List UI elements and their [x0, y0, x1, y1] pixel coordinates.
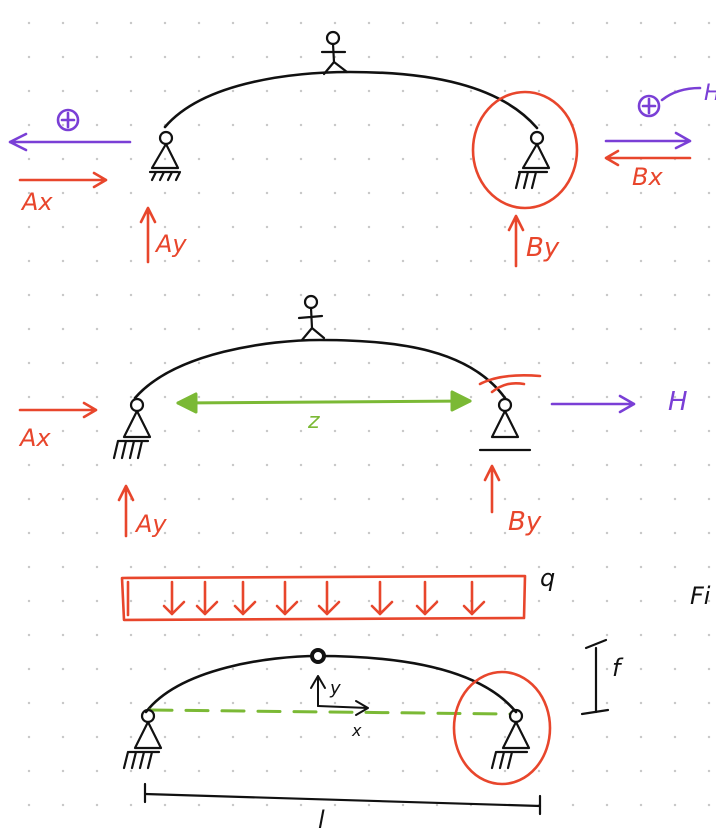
chord-line-3	[148, 708, 512, 716]
reaction-arrow-ay-1	[139, 206, 157, 264]
axis-label-y: y	[329, 678, 341, 699]
crown-hinge-icon	[310, 648, 326, 664]
load-arrow-left-1	[8, 108, 132, 152]
roller-support-right-2-icon	[478, 397, 532, 452]
side-text-fi: Fi	[690, 582, 711, 610]
load-arrow-right-1	[604, 86, 702, 150]
distributed-load-q	[120, 574, 527, 622]
diagram-1: H Ax Bx Ay By	[8, 30, 716, 268]
unknown-mark-1: H	[704, 81, 716, 106]
stick-figure-2-icon	[297, 294, 326, 342]
reaction-label-ax-2: Ax	[18, 424, 51, 452]
hinge-mark-2	[478, 373, 542, 394]
local-axes-icon	[310, 675, 369, 716]
load-label-q: q	[540, 564, 555, 592]
reaction-arrow-by-1	[507, 214, 525, 268]
axis-label-x: x	[351, 721, 362, 740]
reaction-label-ax-1: Ax	[20, 188, 53, 216]
reaction-arrow-ax-2	[18, 401, 98, 419]
rise-label-f: f	[612, 654, 624, 682]
span-label-2: z	[307, 409, 320, 434]
reaction-label-by-1: By	[526, 233, 560, 263]
pin-support-left-2-icon	[112, 397, 152, 460]
reaction-arrow-ay-2	[117, 484, 135, 538]
highlight-circle-right-1	[471, 90, 579, 210]
load-label-h-2: H	[668, 387, 688, 417]
reaction-arrow-by-2	[483, 464, 501, 514]
diagram-2: z Ax H Ay By	[18, 294, 688, 538]
pin-support-right-3-icon	[490, 708, 531, 770]
pin-support-right-1-icon	[514, 130, 551, 190]
reaction-label-ay-2: Ay	[134, 510, 167, 538]
reaction-label-by-2: By	[508, 507, 542, 537]
arch-2	[133, 338, 507, 400]
load-arrow-h-2	[550, 394, 636, 414]
span-dimension-l	[143, 782, 542, 816]
reaction-label-bx-1: Bx	[632, 163, 663, 191]
pin-support-left-3-icon	[122, 708, 163, 770]
reaction-label-ay-1: Ay	[154, 230, 187, 258]
rise-dimension-f	[580, 638, 610, 716]
reaction-arrow-ax-1	[18, 171, 108, 189]
span-arrow-2	[176, 390, 472, 414]
arch-1	[163, 70, 539, 130]
diagram-3: q Fi y x f	[120, 564, 711, 830]
stick-figure-1-icon	[320, 30, 349, 76]
reaction-arrow-bx-1	[604, 149, 692, 167]
pin-support-left-1-icon	[148, 130, 182, 182]
highlight-circle-right-3	[452, 670, 552, 786]
span-label-l: l	[318, 806, 325, 830]
